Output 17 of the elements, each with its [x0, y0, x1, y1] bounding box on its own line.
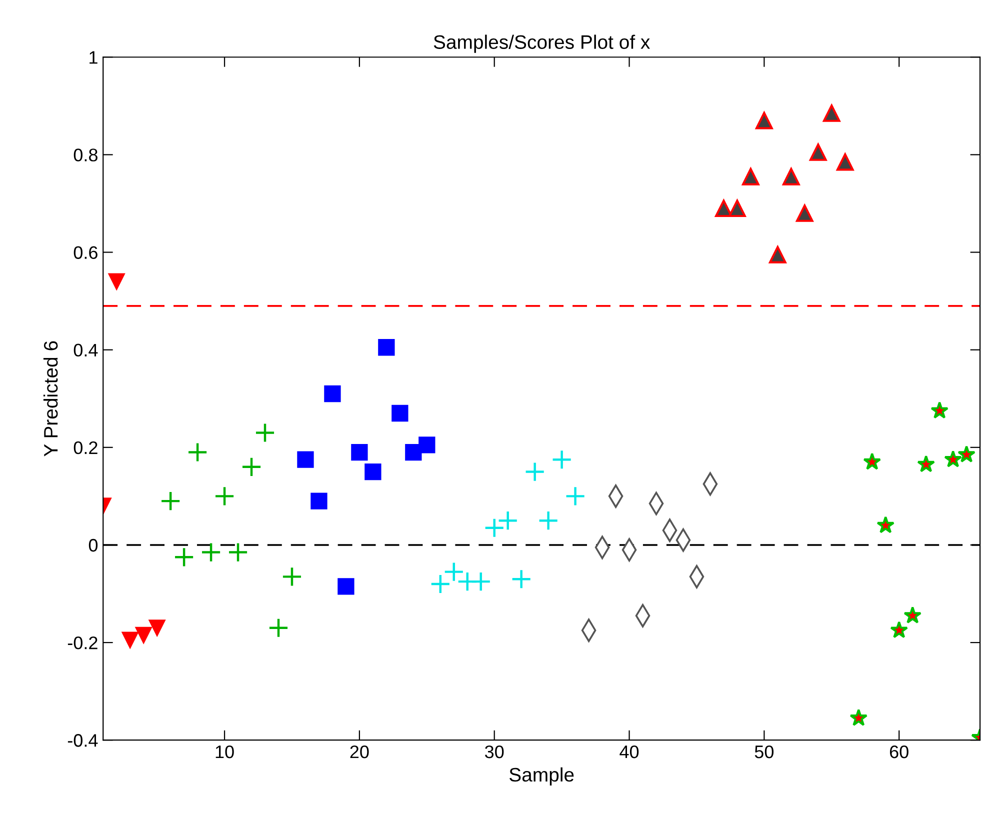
x-tick-label: 10	[216, 745, 234, 758]
y-tick-label: -0.2	[68, 636, 98, 650]
x-tick-label: 60	[890, 745, 908, 758]
x-tick-label: 30	[485, 745, 504, 758]
y-tick-label: 0.2	[74, 441, 98, 454]
x-tick-label: 40	[620, 745, 639, 758]
y-tick-label: 1	[90, 51, 98, 64]
y-tick-label: 0.8	[74, 148, 98, 162]
x-axis-title: Sample	[509, 767, 574, 786]
y-tick-label: 0	[88, 538, 98, 552]
y-tick-label: -0.4	[68, 734, 98, 747]
x-tick-label: 20	[350, 745, 369, 758]
chart-title: Samples/Scores Plot of x	[434, 34, 650, 53]
x-tick-label: 50	[754, 745, 774, 758]
y-tick-label: 0.4	[74, 344, 98, 357]
y-tick-label: 0.6	[74, 246, 98, 259]
y-axis-title: Y Predicted 6	[43, 341, 58, 456]
